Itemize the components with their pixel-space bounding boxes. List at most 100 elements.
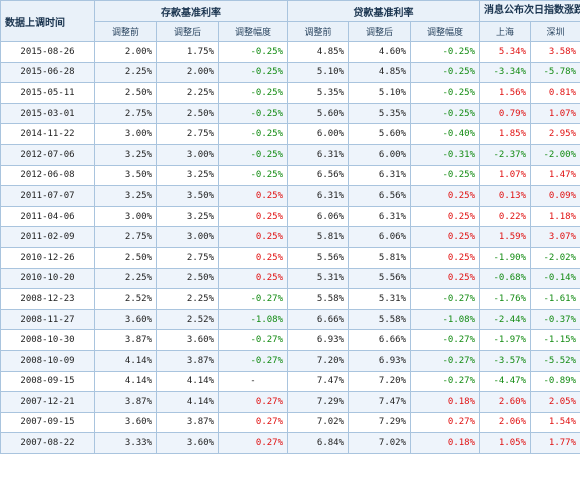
loan-before-cell: 4.85% — [287, 41, 349, 63]
deposit-change-cell: -0.25% — [218, 61, 288, 84]
deposit-change-cell: 0.27% — [218, 432, 288, 454]
deposit-change-cell: 0.25% — [218, 226, 288, 248]
date-cell: 2015-03-01 — [0, 102, 95, 125]
table-row: 2007-09-15 3.60% 3.87% 0.27% 7.02% 7.29% 0.27%… — [0, 411, 580, 434]
loan-after-cell: 6.56% — [348, 185, 411, 207]
date-cell: 2012-07-06 — [0, 143, 95, 166]
deposit-change-cell: 0.27% — [218, 411, 288, 434]
table-row: 2007-08-22 3.33% 3.60% 0.27% 6.84% 7.02% 0.18%… — [0, 432, 580, 454]
deposit-after-cell: 4.14% — [156, 391, 219, 413]
date-cell: 2010-10-20 — [0, 267, 95, 290]
date-cell: 2015-05-11 — [0, 82, 95, 104]
deposit-after-cell: 3.60% — [156, 432, 219, 454]
shenzhen-change-cell: 1.77% — [530, 432, 580, 454]
shanghai-change-cell: 0.22% — [479, 205, 531, 228]
loan-rate-group-header: 贷款基准利率 — [287, 0, 480, 22]
date-cell: 2007-08-22 — [0, 432, 95, 454]
loan-after-cell: 6.31% — [348, 205, 411, 228]
table-row: 2011-04-06 3.00% 3.25% 0.25% 6.06% 6.31% 0.25%… — [0, 205, 580, 228]
deposit-after-cell: 3.00% — [156, 226, 219, 248]
loan-before-cell: 7.47% — [287, 370, 349, 393]
table-row: 2014-11-22 3.00% 2.75% -0.25% 6.00% 5.60% -0.4… — [0, 123, 580, 145]
deposit-change-cell: -0.27% — [218, 329, 288, 351]
loan-change-cell: -0.27% — [410, 288, 480, 310]
shenzhen-change-cell: -0.37% — [530, 308, 580, 331]
shenzhen-change-cell: -1.61% — [530, 288, 580, 310]
shanghai-change-cell: -3.34% — [479, 61, 531, 84]
shenzhen-change-cell: -0.14% — [530, 267, 580, 290]
shenzhen-change-cell: -0.89% — [530, 370, 580, 393]
date-cell: 2008-10-30 — [0, 329, 95, 351]
loan-before-cell: 6.84% — [287, 432, 349, 454]
deposit-before-cell: 3.87% — [94, 391, 157, 413]
loan-change-cell: -0.31% — [410, 143, 480, 166]
deposit-change-header: 调整幅度 — [218, 21, 288, 42]
date-cell: 2008-12-23 — [0, 288, 95, 310]
date-cell: 2008-09-15 — [0, 370, 95, 393]
deposit-before-cell: 2.50% — [94, 82, 157, 104]
shenzhen-header: 深圳 — [530, 21, 580, 42]
shanghai-change-cell: 5.34% — [479, 41, 531, 63]
shanghai-change-cell: -0.68% — [479, 267, 531, 290]
deposit-after-cell: 3.87% — [156, 411, 219, 434]
loan-change-cell: -0.25% — [410, 102, 480, 125]
table-row: 2012-06-08 3.50% 3.25% -0.25% 6.56% 6.31% -0.2… — [0, 164, 580, 187]
deposit-change-cell: -0.25% — [218, 123, 288, 145]
deposit-after-cell: 3.87% — [156, 349, 219, 372]
loan-after-cell: 7.02% — [348, 432, 411, 454]
loan-before-cell: 5.35% — [287, 82, 349, 104]
shenzhen-change-cell: 2.05% — [530, 391, 580, 413]
deposit-change-cell: 0.25% — [218, 246, 288, 269]
loan-after-cell: 7.29% — [348, 411, 411, 434]
loan-before-cell: 5.10% — [287, 61, 349, 84]
shanghai-change-cell: 1.56% — [479, 82, 531, 104]
loan-change-cell: -0.27% — [410, 329, 480, 351]
deposit-after-cell: 2.75% — [156, 246, 219, 269]
deposit-before-cell: 2.25% — [94, 267, 157, 290]
date-cell: 2011-07-07 — [0, 185, 95, 207]
shanghai-change-cell: 1.59% — [479, 226, 531, 248]
shanghai-change-cell: -1.90% — [479, 246, 531, 269]
deposit-after-cell: 4.14% — [156, 370, 219, 393]
deposit-before-cell: 3.60% — [94, 411, 157, 434]
deposit-before-cell: 3.87% — [94, 329, 157, 351]
deposit-before-cell: 2.75% — [94, 102, 157, 125]
deposit-change-cell: -0.27% — [218, 349, 288, 372]
loan-change-cell: -0.25% — [410, 164, 480, 187]
shenzhen-change-cell: 3.07% — [530, 226, 580, 248]
loan-after-cell: 7.20% — [348, 370, 411, 393]
loan-before-cell: 5.31% — [287, 267, 349, 290]
loan-before-cell: 5.81% — [287, 226, 349, 248]
deposit-before-cell: 3.00% — [94, 205, 157, 228]
deposit-before-cell: 3.25% — [94, 143, 157, 166]
loan-change-cell: -0.25% — [410, 61, 480, 84]
shenzhen-change-cell: 0.09% — [530, 185, 580, 207]
date-cell: 2007-12-21 — [0, 391, 95, 413]
deposit-after-cell: 3.50% — [156, 185, 219, 207]
shanghai-change-cell: 0.79% — [479, 102, 531, 125]
loan-before-cell: 6.31% — [287, 143, 349, 166]
deposit-change-cell: -0.25% — [218, 164, 288, 187]
loan-before-cell: 5.60% — [287, 102, 349, 125]
deposit-before-cell: 2.75% — [94, 226, 157, 248]
loan-before-cell: 6.56% — [287, 164, 349, 187]
shanghai-change-cell: 1.07% — [479, 164, 531, 187]
loan-before-cell: 6.93% — [287, 329, 349, 351]
deposit-after-cell: 2.75% — [156, 123, 219, 145]
loan-change-cell: -1.08% — [410, 308, 480, 331]
table-row: 2015-05-11 2.50% 2.25% -0.25% 5.35% 5.10% -0.2… — [0, 82, 580, 104]
loan-after-cell: 5.60% — [348, 123, 411, 145]
loan-change-cell: 0.18% — [410, 391, 480, 413]
table-row: 2015-08-26 2.00% 1.75% -0.25% 4.85% 4.60% -0.2… — [0, 41, 580, 63]
deposit-change-cell: 0.25% — [218, 267, 288, 290]
table-row: 2010-12-26 2.50% 2.75% 0.25% 5.56% 5.81% 0.25%… — [0, 246, 580, 269]
table-row: 2010-10-20 2.25% 2.50% 0.25% 5.31% 5.56% 0.25%… — [0, 267, 580, 290]
deposit-before-cell: 2.50% — [94, 246, 157, 269]
deposit-after-cell: 2.52% — [156, 308, 219, 331]
deposit-before-cell: 4.14% — [94, 349, 157, 372]
loan-before-cell: 5.58% — [287, 288, 349, 310]
shenzhen-change-cell: 1.47% — [530, 164, 580, 187]
shenzhen-change-cell: 1.07% — [530, 102, 580, 125]
loan-before-cell: 6.31% — [287, 185, 349, 207]
table-row: 2011-07-07 3.25% 3.50% 0.25% 6.31% 6.56% 0.25%… — [0, 185, 580, 207]
